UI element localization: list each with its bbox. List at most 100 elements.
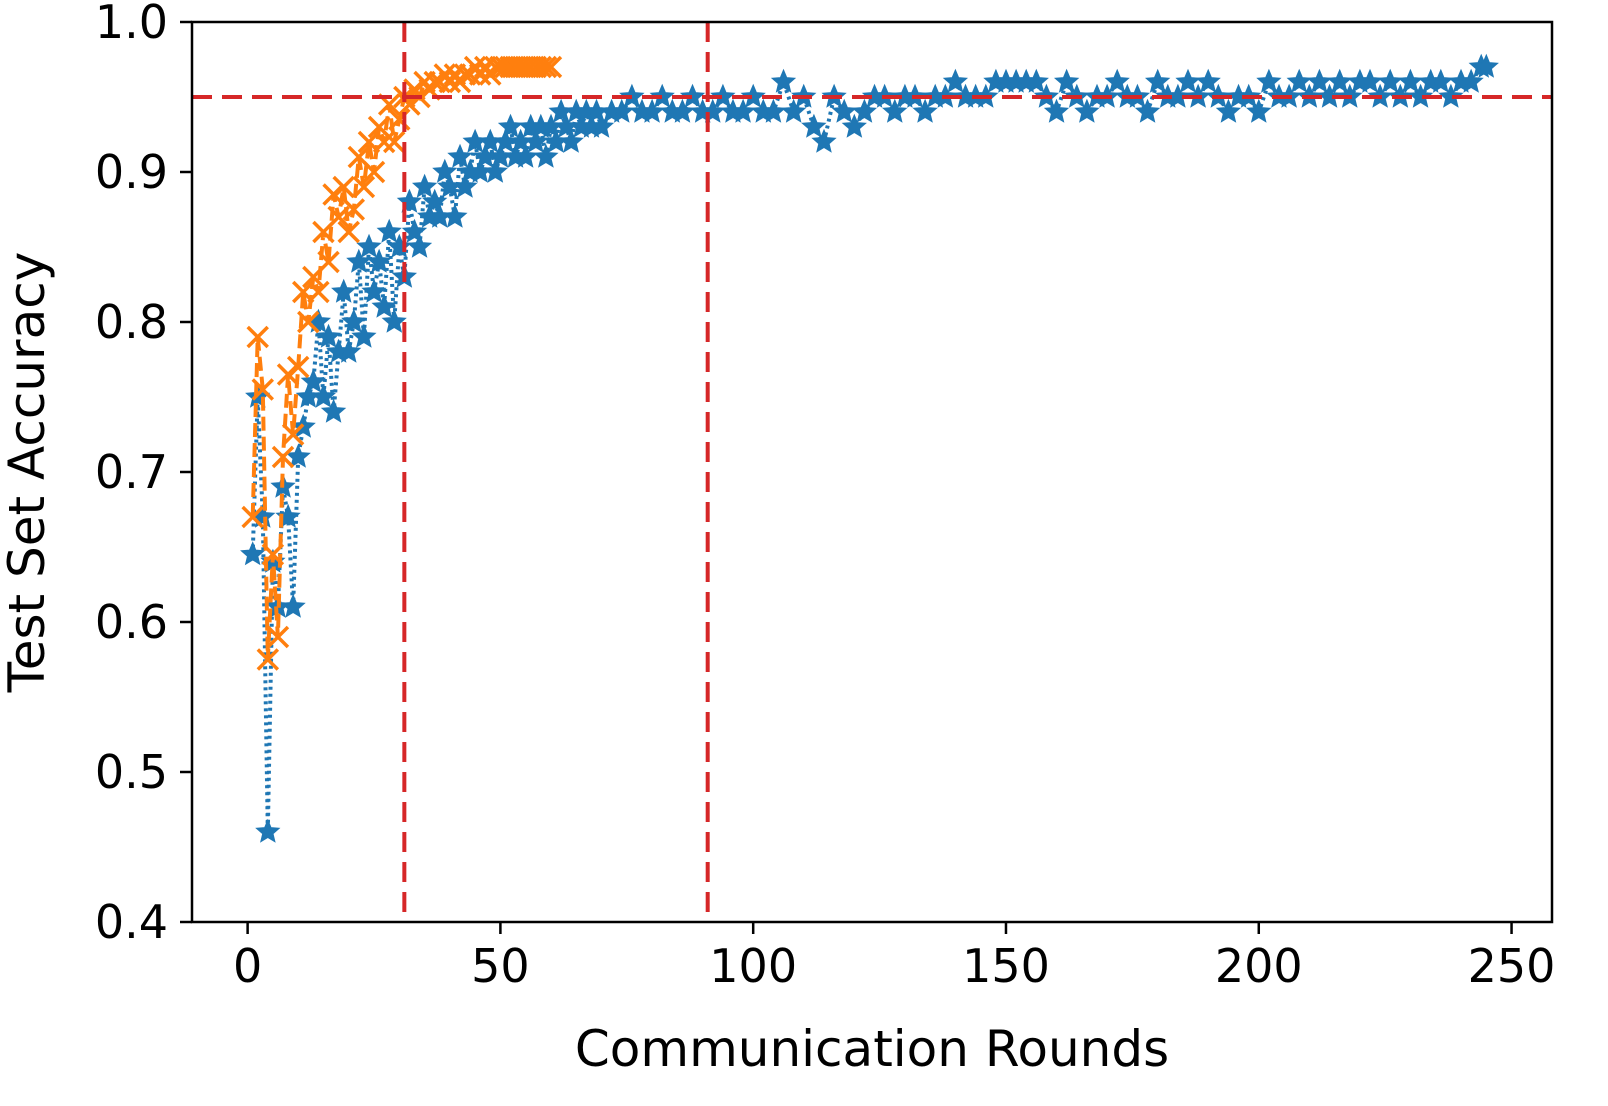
y-tick-label: 1.0 — [95, 0, 168, 49]
data-point-star — [1195, 68, 1221, 93]
y-tick-label: 0.8 — [95, 295, 168, 349]
data-point-star — [1306, 68, 1333, 93]
series-layer — [240, 53, 1499, 843]
y-tick-label: 0.4 — [95, 895, 168, 949]
data-point-star — [780, 98, 807, 123]
data-point-star — [649, 83, 675, 108]
data-point-star — [1473, 53, 1499, 78]
data-point-x — [317, 250, 340, 274]
data-point-star — [1104, 68, 1130, 93]
data-point-star — [588, 113, 615, 138]
data-point-star — [1458, 68, 1484, 93]
data-point-star — [558, 128, 584, 153]
data-point-x — [297, 310, 320, 334]
y-tick-label: 0.9 — [95, 145, 168, 199]
data-point-x — [286, 355, 310, 379]
data-point-star — [482, 158, 509, 183]
data-point-x — [332, 175, 355, 199]
data-point-x — [256, 648, 280, 671]
data-point-star — [300, 368, 327, 393]
series-1 — [240, 53, 1499, 843]
data-point-x — [327, 205, 350, 229]
data-point-star — [1134, 98, 1161, 123]
data-point-star — [356, 233, 382, 258]
data-point-x — [261, 543, 285, 566]
data-point-star — [533, 143, 559, 168]
y-tick-label: 0.7 — [95, 445, 168, 499]
data-point-x — [337, 220, 360, 244]
data-point-x — [241, 505, 264, 529]
data-point-star — [371, 293, 397, 318]
data-point-star — [1397, 68, 1424, 93]
data-point-star — [240, 541, 266, 566]
data-point-star — [1053, 68, 1080, 93]
data-point-star — [912, 98, 938, 123]
x-axis-label: Communication Rounds — [575, 1020, 1169, 1078]
data-point-star — [801, 113, 827, 138]
x-tick-label: 150 — [962, 939, 1050, 993]
data-point-star — [1144, 68, 1171, 93]
x-tick-label: 100 — [709, 939, 797, 993]
data-point-star — [320, 398, 347, 423]
plot-frame — [190, 20, 1554, 924]
data-point-star — [679, 83, 706, 108]
data-point-star — [882, 98, 908, 123]
data-point-x — [352, 175, 376, 199]
data-point-star — [376, 218, 402, 243]
data-point-star — [361, 278, 387, 303]
data-point-x — [281, 423, 305, 446]
x-tick-label: 0 — [233, 939, 262, 993]
data-point-x — [529, 55, 553, 79]
data-point-star — [341, 308, 367, 333]
data-point-star — [1043, 98, 1070, 123]
data-point-star — [1438, 83, 1464, 108]
data-point-star — [1407, 83, 1434, 108]
data-point-x — [534, 55, 558, 79]
data-point-star — [1023, 68, 1049, 93]
data-point-x — [382, 130, 406, 154]
axis-ticks: 0 50 100 150 200 250 0.4 0.5 0.6 0.7 0.8 0.9 1.0 — [95, 0, 1556, 993]
data-point-star — [452, 173, 478, 198]
data-point-star — [1175, 68, 1201, 93]
data-point-star — [285, 443, 311, 468]
data-point-x — [372, 130, 396, 154]
data-point-star — [1326, 68, 1353, 93]
data-point-star — [331, 278, 357, 303]
data-point-star — [381, 308, 407, 333]
data-point-x — [539, 55, 563, 79]
data-point-star — [366, 248, 392, 273]
data-point-x — [342, 198, 366, 221]
data-point-star — [497, 113, 524, 138]
data-point-star — [841, 113, 867, 138]
data-point-star — [811, 128, 837, 153]
data-point-star — [1377, 68, 1403, 93]
data-point-star — [280, 593, 306, 618]
data-point-star — [351, 323, 377, 348]
data-point-star — [442, 203, 468, 228]
data-point-x — [307, 280, 330, 304]
data-point-x — [362, 160, 386, 184]
data-point-star — [851, 98, 878, 123]
data-point-star — [310, 383, 337, 408]
data-point-star — [1256, 68, 1282, 93]
series-2 — [241, 55, 563, 671]
y-tick-label: 0.5 — [95, 745, 168, 799]
data-point-x — [271, 445, 295, 469]
data-point-star — [740, 83, 766, 108]
data-point-star — [942, 68, 969, 93]
data-point-star — [315, 323, 342, 348]
data-point-x — [251, 378, 275, 401]
data-point-star — [1074, 98, 1100, 123]
x-tick-label: 200 — [1215, 939, 1303, 993]
data-point-x — [266, 625, 290, 649]
data-point-x — [276, 363, 300, 386]
y-axis-label: Test Set Accuracy — [0, 252, 56, 694]
data-point-star — [447, 143, 473, 168]
data-point-star — [710, 83, 736, 108]
y-tick-label: 0.6 — [95, 595, 168, 649]
data-point-x — [322, 183, 345, 206]
x-tick-label: 250 — [1468, 939, 1556, 993]
data-point-star — [336, 338, 362, 363]
data-point-star — [770, 68, 797, 93]
